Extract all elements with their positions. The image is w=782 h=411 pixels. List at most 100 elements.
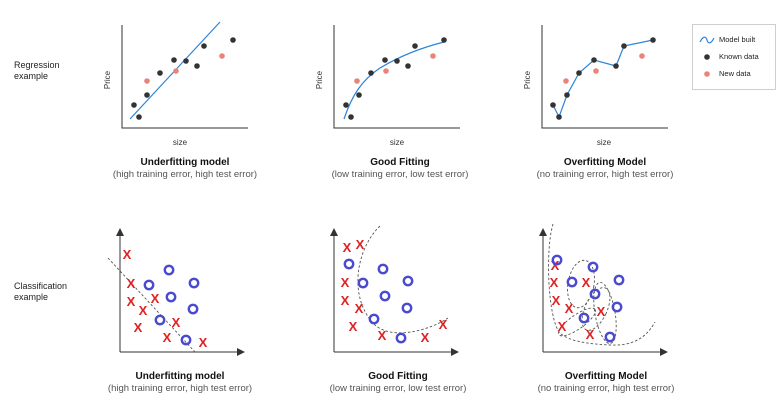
cls2-o-mark	[402, 275, 414, 287]
cls1-o-mark	[143, 279, 155, 291]
reg2-axes	[333, 25, 460, 129]
cls3-x-mark: X	[582, 275, 591, 290]
reg1-known-point	[230, 37, 236, 43]
reg3-known-point	[550, 102, 556, 108]
cls2-o-mark	[377, 263, 389, 275]
reg3-ylabel: Price	[523, 70, 532, 89]
reg3-known-point	[613, 63, 619, 69]
reg1-known-point	[171, 57, 177, 63]
cls3-o-mark	[578, 312, 590, 324]
cls2-x-mark: X	[341, 293, 350, 308]
dot-icon	[704, 71, 710, 77]
cls3-x-mark: X	[597, 304, 606, 319]
cls1-o-mark	[188, 277, 200, 289]
cls1-x-mark: X	[199, 335, 208, 350]
reg2-known-point	[348, 114, 354, 120]
regression-overfit-panel: Price size	[523, 25, 668, 147]
caption-underfit-bottom: Underfitting model (high training error,…	[107, 371, 253, 394]
wave-icon	[699, 36, 715, 44]
cls1-o-mark	[187, 303, 199, 315]
cls1-o-mark	[165, 291, 177, 303]
reg3-new-point	[563, 78, 569, 84]
legend-item-known: Known data	[693, 50, 775, 64]
cls1-x-mark: X	[123, 247, 132, 262]
cls1-x-mark: X	[127, 276, 136, 291]
cls3-o-mark	[611, 301, 623, 313]
reg3-new-point	[593, 68, 599, 74]
reg3-known-point	[556, 114, 562, 120]
cls3-x-mark: X	[565, 301, 574, 316]
reg2-new-point	[430, 53, 436, 59]
reg2-known-point	[441, 37, 447, 43]
cls3-boundary	[581, 287, 611, 331]
classification-goodfit-panel: X X X X X X X X X	[330, 225, 459, 356]
reg3-axes	[541, 25, 668, 129]
cls3-o-mark	[589, 288, 601, 300]
reg3-known-point	[621, 43, 627, 49]
cls2-o-mark	[343, 258, 355, 270]
dot-icon	[704, 54, 710, 60]
cls2-boundary	[357, 225, 449, 334]
reg3-known-point	[576, 70, 582, 76]
reg1-known-point	[144, 92, 150, 98]
cls3-o-mark	[566, 276, 578, 288]
legend: Model built Known data New data	[692, 24, 776, 90]
cls1-o-mark	[163, 264, 175, 276]
cls3-o-mark	[604, 331, 616, 343]
reg2-known-point	[405, 63, 411, 69]
caption-underfit-top: Underfitting model (high training error,…	[112, 157, 258, 180]
cls1-x-mark: X	[127, 294, 136, 309]
reg1-xlabel: size	[173, 138, 188, 147]
reg1-known-point	[201, 43, 207, 49]
cls3-x-mark: X	[550, 275, 559, 290]
reg1-axes	[121, 25, 248, 129]
reg3-known-point	[650, 37, 656, 43]
reg1-new-point	[219, 53, 225, 59]
cls2-o-mark	[379, 290, 391, 302]
cls2-o-mark	[401, 302, 413, 314]
reg1-known-point	[136, 114, 142, 120]
cls3-o-mark	[587, 261, 599, 273]
cls1-x-mark: X	[151, 291, 160, 306]
cls1-x-mark: X	[163, 330, 172, 345]
cls3-x-mark: X	[586, 327, 595, 342]
reg1-new-point	[144, 78, 150, 84]
reg2-known-point	[382, 57, 388, 63]
reg1-new-point	[173, 68, 179, 74]
cls2-x-mark: X	[439, 317, 448, 332]
reg2-known-point	[412, 43, 418, 49]
cls2-o-mark	[395, 332, 407, 344]
regression-underfit-panel: Price size	[103, 21, 248, 147]
cls3-boundary	[558, 307, 596, 337]
cls2-o-mark	[368, 313, 380, 325]
reg2-model-line	[343, 41, 445, 120]
cls2-x-mark: X	[421, 330, 430, 345]
regression-goodfit-panel: Price size	[315, 25, 460, 147]
cls2-x-mark: X	[343, 240, 352, 255]
reg3-known-point	[591, 57, 597, 63]
reg2-known-point	[343, 102, 349, 108]
reg2-new-point	[383, 68, 389, 74]
legend-item-new: New data	[693, 67, 775, 81]
caption-overfit-bottom: Overfitting Model (no training error, hi…	[537, 371, 675, 394]
cls3-x-mark: X	[552, 293, 561, 308]
cls2-x-mark: X	[356, 237, 365, 252]
reg2-known-point	[394, 58, 400, 64]
cls1-x-mark: X	[172, 315, 181, 330]
reg3-new-point	[639, 53, 645, 59]
caption-goodfit-bottom: Good Fitting (low training error, low te…	[329, 371, 467, 394]
classification-underfit-panel: X X X X X X X X X	[107, 228, 245, 356]
cls1-x-mark: X	[139, 303, 148, 318]
cls3-x-mark: X	[558, 319, 567, 334]
classification-row-label: Classification example	[14, 281, 68, 302]
reg2-xlabel: size	[390, 138, 405, 147]
cls2-x-mark: X	[349, 319, 358, 334]
cls2-x-mark: X	[341, 275, 350, 290]
cls3-x-mark: X	[551, 258, 560, 273]
cls1-x-mark: X	[134, 320, 143, 335]
cls2-x-mark: X	[378, 328, 387, 343]
reg1-ylabel: Price	[103, 70, 112, 89]
cls3-boundary	[548, 223, 656, 346]
reg3-xlabel: size	[597, 138, 612, 147]
